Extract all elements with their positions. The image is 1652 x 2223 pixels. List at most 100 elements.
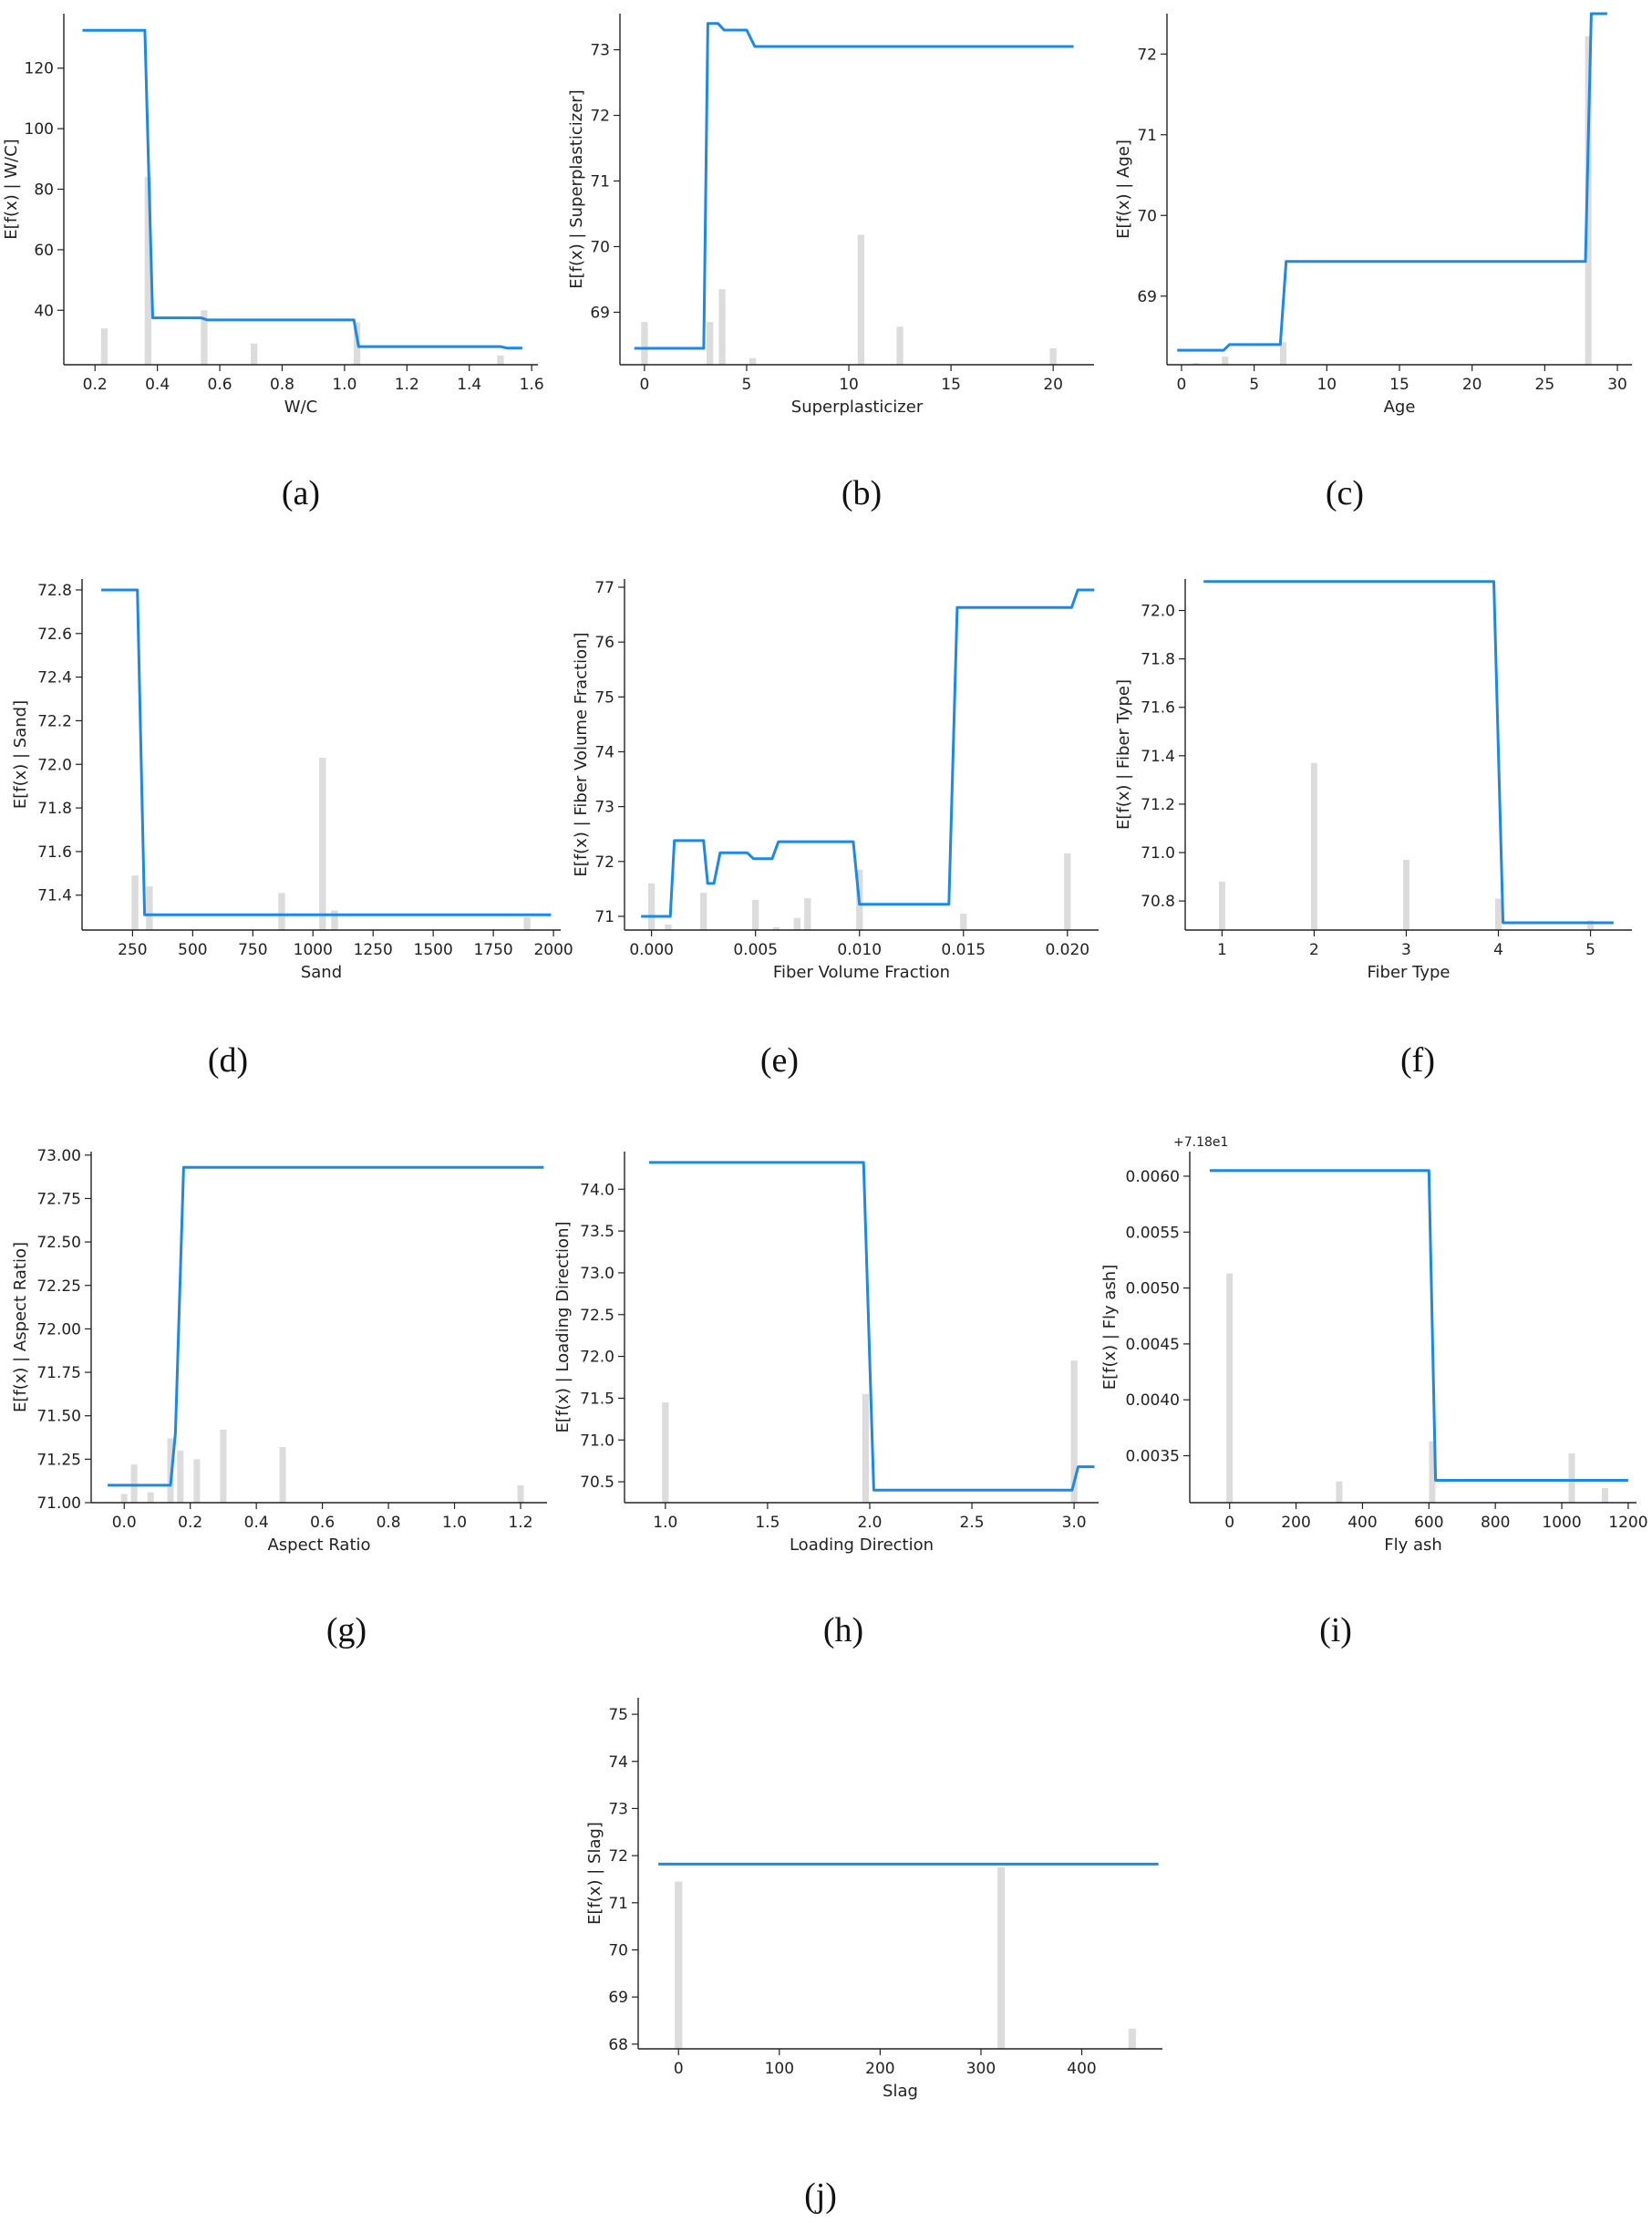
y-tick-label: 72.25 <box>36 1277 81 1296</box>
x-tick-label: 400 <box>1067 2060 1096 2078</box>
x-tick-label: 30 <box>1607 376 1627 394</box>
panel-caption: (e) <box>760 1041 799 1080</box>
histogram-bar <box>130 1464 138 1503</box>
histogram-bar <box>144 177 151 365</box>
y-tick-label: 72.75 <box>36 1190 81 1208</box>
histogram-bar <box>862 1393 870 1503</box>
histogram-bar <box>1226 1273 1234 1503</box>
dependence-line <box>1203 580 1614 925</box>
x-tick-label: 5 <box>742 376 752 394</box>
x-tick-label: 0.0 <box>112 1514 137 1532</box>
x-tick-label: 600 <box>1414 1514 1443 1532</box>
x-axis-label: Fiber Type <box>1367 963 1450 982</box>
dependence-line <box>1177 12 1607 352</box>
histogram-bar <box>749 357 757 365</box>
y-tick-label: 80 <box>34 181 54 200</box>
histogram-bar <box>523 916 531 930</box>
histogram-bar <box>517 1484 524 1503</box>
y-tick-label: 69 <box>1137 288 1157 306</box>
y-tick-label: 68 <box>608 2036 628 2054</box>
x-tick-label: 2.0 <box>857 1514 882 1532</box>
histogram-bar <box>648 883 656 930</box>
histogram-bar <box>1128 2028 1136 2049</box>
x-tick-label: 0.005 <box>733 941 778 959</box>
x-tick-label: 1750 <box>473 941 512 959</box>
y-tick-label: 70 <box>590 238 610 256</box>
y-tick-label: 75 <box>608 1706 628 1724</box>
y-tick-label: 72 <box>608 1847 628 1866</box>
y-tick-label: 73 <box>590 42 610 60</box>
histogram-bar <box>793 917 800 930</box>
y-tick-label: 72.0 <box>580 1349 614 1367</box>
y-tick-label: 71.00 <box>36 1494 81 1513</box>
y-tick-label: 72 <box>590 108 610 126</box>
x-axis-label: Loading Direction <box>790 1535 934 1555</box>
histogram-bar <box>804 898 811 930</box>
x-tick-label: 20 <box>1462 376 1482 394</box>
y-axis-label: E[f(x) | Sand] <box>11 700 30 809</box>
histogram-bar <box>1070 1360 1078 1503</box>
y-tick-label: 74.0 <box>580 1181 614 1199</box>
x-tick-label: 5 <box>1585 941 1595 959</box>
x-tick-label: 250 <box>118 941 147 959</box>
y-tick-label: 0.0040 <box>1126 1391 1180 1410</box>
histogram-bar <box>1336 1481 1343 1503</box>
y-tick-label: 72.0 <box>1141 603 1175 621</box>
histogram-bar <box>131 875 139 930</box>
x-tick-label: 3.0 <box>1062 1514 1087 1532</box>
y-tick-label: 70.8 <box>1141 893 1175 911</box>
histogram-bar <box>665 925 672 930</box>
panel-caption: (g) <box>326 1611 367 1649</box>
chart-panel-c: 0 5 10 15 20 25 30 69 70 71 72 Age E[f(x) | Age] (c) <box>1114 12 1632 512</box>
y-tick-label: 73 <box>608 1800 628 1818</box>
histogram-bar <box>120 1494 128 1503</box>
y-tick-label: 0.0035 <box>1126 1448 1180 1466</box>
x-tick-label: 0.000 <box>629 941 674 959</box>
histogram-bar <box>1403 860 1409 930</box>
histogram-bar <box>1049 348 1057 365</box>
chart-panel-b: 0 5 10 15 20 69 70 71 72 73 Superplasticizer E[f(x)… <box>567 14 1094 512</box>
y-tick-label: 71.6 <box>37 843 72 862</box>
x-tick-label: 0.8 <box>377 1514 401 1532</box>
y-tick-label: 69 <box>590 304 610 322</box>
histogram-bar <box>1495 898 1502 930</box>
x-tick-label: 3 <box>1401 941 1411 959</box>
y-tick-label: 71 <box>590 173 610 191</box>
histogram-bar <box>1193 363 1200 365</box>
y-tick-label: 72.50 <box>36 1234 81 1252</box>
histogram-bar <box>1279 342 1286 365</box>
y-tick-label: 71.8 <box>37 800 72 818</box>
histogram-bar <box>220 1430 227 1503</box>
x-axis-label: Slag <box>883 2082 918 2101</box>
y-tick-label: 71.6 <box>1141 699 1175 718</box>
x-tick-label: 1 <box>1217 941 1227 959</box>
y-axis-label: E[f(x) | Loading Direction] <box>553 1221 573 1432</box>
y-tick-label: 75 <box>594 688 614 707</box>
y-axis-label: E[f(x) | Fly ash] <box>1100 1265 1120 1391</box>
x-tick-label: 0 <box>639 376 649 394</box>
y-tick-label: 72 <box>594 853 614 872</box>
y-tick-label: 72.4 <box>37 669 72 688</box>
y-tick-label: 0.0050 <box>1126 1280 1180 1298</box>
histogram-bar <box>331 910 338 930</box>
x-tick-label: 400 <box>1347 1514 1377 1532</box>
x-tick-label: 0.015 <box>941 941 986 959</box>
histogram-bar <box>997 1867 1006 2049</box>
x-tick-label: 15 <box>941 376 961 394</box>
x-tick-label: 0 <box>674 2060 684 2078</box>
chart-panel-a: 0.2 0.4 0.6 0.8 1.0 1.2 1.4 1.6 40 60 80 100 120 W/C E… <box>2 14 544 512</box>
x-tick-label: 750 <box>238 941 267 959</box>
chart-panel-h: 1.0 1.5 2.0 2.5 3.0 70.5 71.0 71.5 72.0 72.5 73.0 7… <box>553 1152 1099 1649</box>
histogram-bar <box>497 356 504 365</box>
panel-caption: (b) <box>841 474 882 512</box>
histogram-bar <box>1218 881 1225 930</box>
y-axis-label: E[f(x) | Age] <box>1114 140 1133 239</box>
x-axis-label: Fly ash <box>1384 1535 1442 1555</box>
x-tick-label: 1.2 <box>508 1514 532 1532</box>
x-tick-label: 0.8 <box>270 376 294 394</box>
axis-offset-text: +7.18e1 <box>1173 1135 1228 1150</box>
histogram-bar <box>1310 762 1317 930</box>
y-axis-label: E[f(x) | Superplasticizer] <box>567 89 586 288</box>
x-axis-label: W/C <box>284 398 317 417</box>
